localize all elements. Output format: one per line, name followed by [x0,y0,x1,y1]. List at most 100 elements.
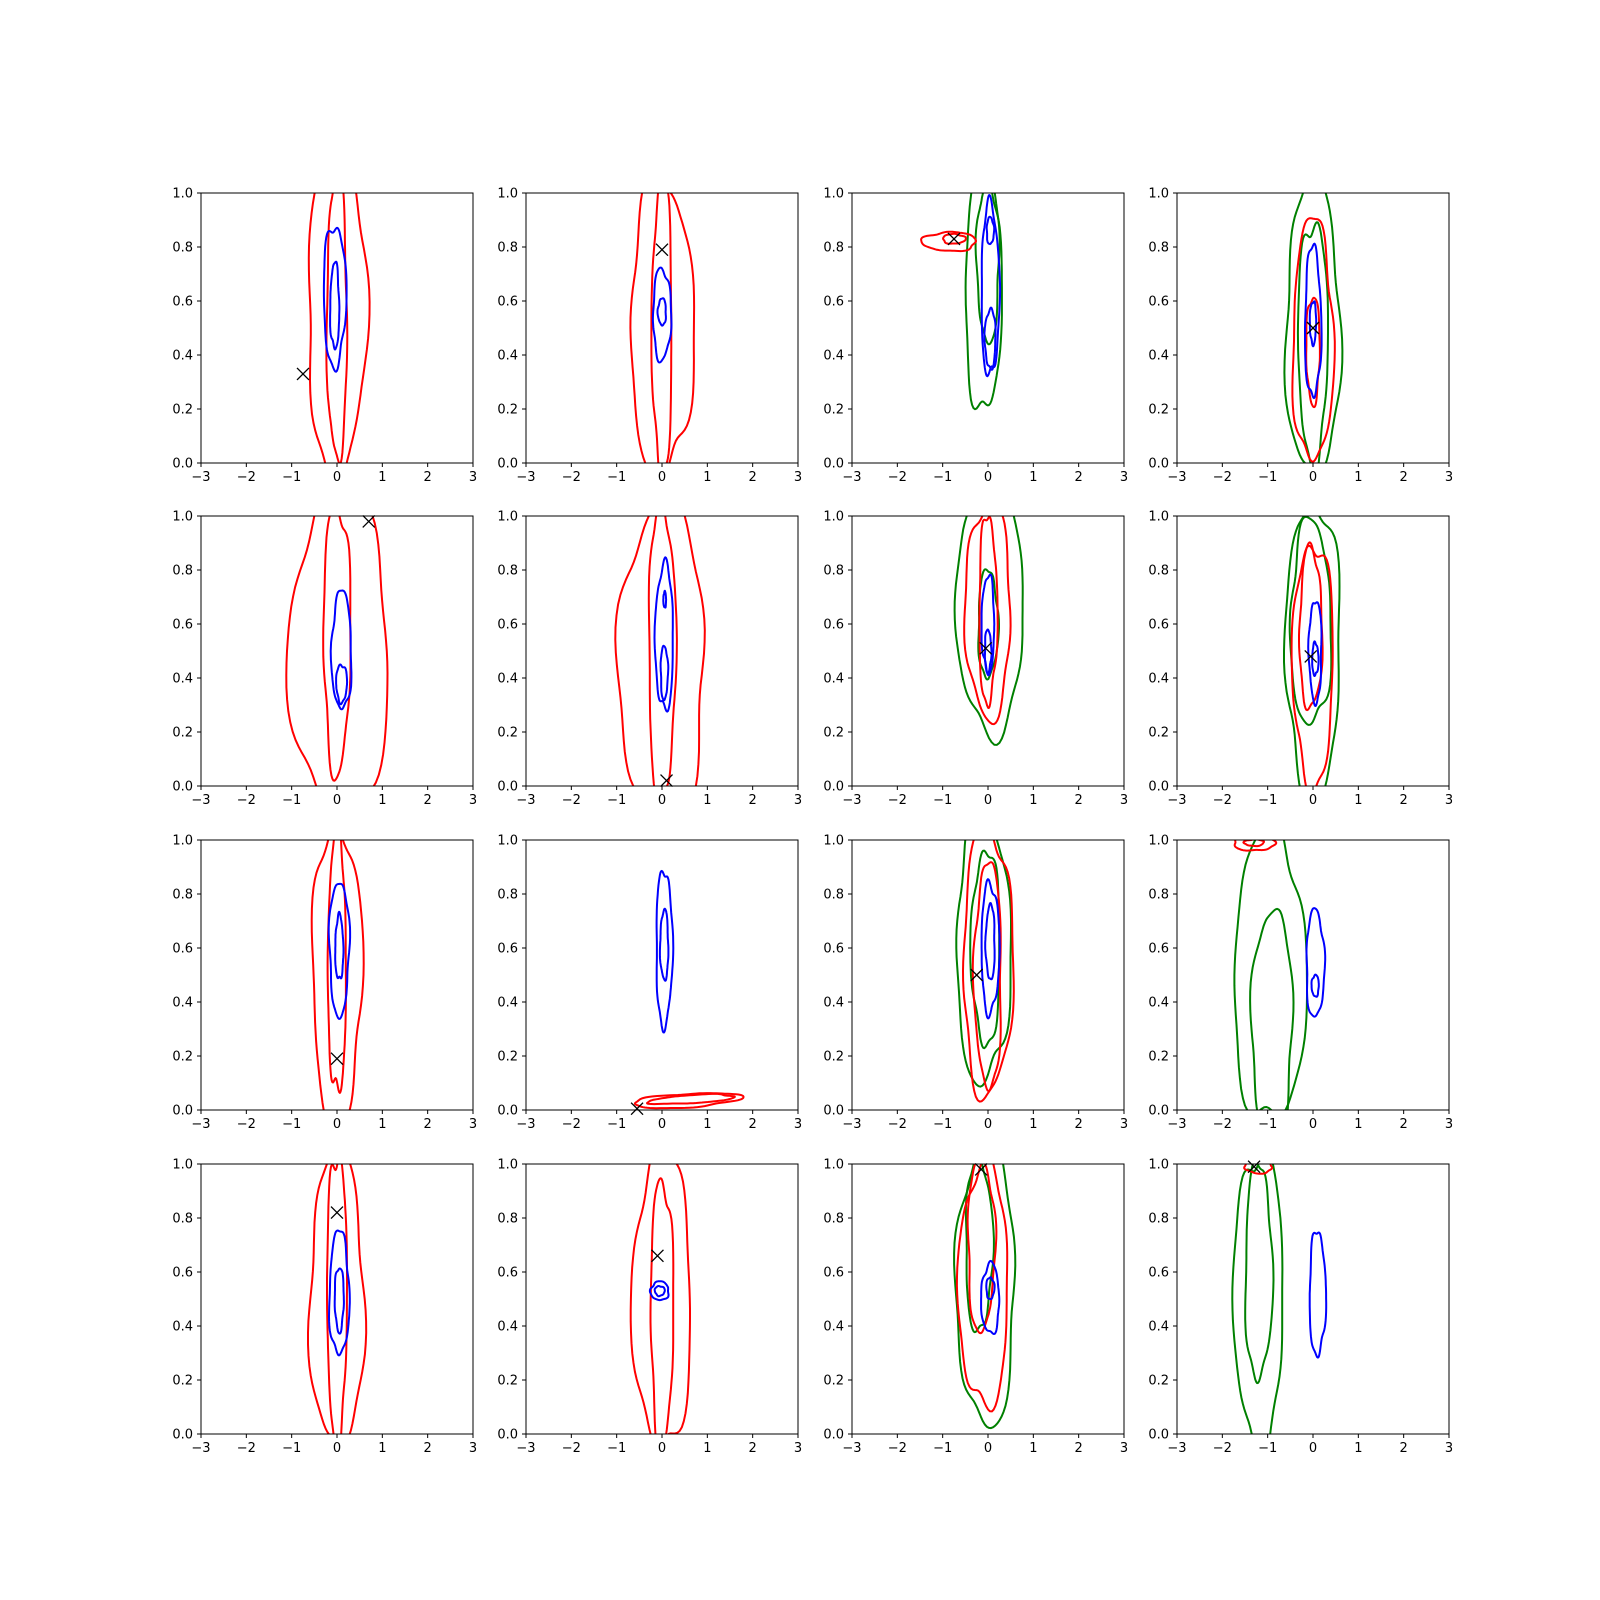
blue-contour [985,1276,996,1301]
y-tick-label: 1.0 [823,1158,844,1173]
y-tick-label: 0.2 [823,1374,844,1389]
x-tick-label: 3 [1120,1117,1128,1132]
x-marker [660,774,673,788]
blue-contour [648,1280,670,1302]
y-tick-label: 0.4 [1148,672,1169,687]
x-tick-label: 1 [1029,470,1037,485]
x-tick-label: 0 [658,470,666,485]
blue-contour [651,266,673,364]
x-tick-label: 1 [1354,1441,1362,1456]
y-tick-label: 0.6 [823,295,844,310]
green-contour [1283,193,1344,463]
y-tick-label: 0.2 [1148,1050,1169,1065]
x-tick-label: 3 [794,793,802,808]
x-tick-label: 0 [333,1117,341,1132]
subplot-3-4: −3 −2 −1 0 1 2 3 0.0 0.2 0.4 0.6 0.8 1.0 [1148,834,1453,1133]
x-tick-label: 2 [1075,1117,1083,1132]
red-contour [1290,544,1334,786]
x-marker [1304,649,1318,663]
x-tick-label: 2 [424,793,432,808]
y-tick-label: 0.0 [497,1104,518,1119]
red-contour [963,516,1012,726]
x-tick-label: 1 [1354,793,1362,808]
red-contour [942,232,967,245]
subplot-3-1: −3 −2 −1 0 1 2 3 0.0 0.2 0.4 0.6 0.8 1.0 [172,834,477,1133]
axes-frame [200,1163,474,1435]
x-tick-label: −1 [607,470,626,485]
subplot-2-3: −3 −2 −1 0 1 2 3 0.0 0.2 0.4 0.6 0.8 1.0 [823,510,1128,809]
red-contour [966,1164,998,1335]
x-tick-label: −3 [1167,470,1186,485]
y-tick-label: 0.8 [823,241,844,256]
x-tick-label: −3 [1167,1117,1186,1132]
y-tick-label: 0.2 [172,1374,193,1389]
y-tick-label: 0.8 [497,564,518,579]
plot-area [1283,516,1341,786]
x-tick-label: 2 [1400,793,1408,808]
y-tick-label: 0.2 [497,726,518,741]
y-tick-label: 0.0 [823,1428,844,1443]
x-tick-label: 0 [1309,1117,1317,1132]
blue-contour [980,194,1002,378]
blue-contour [985,215,996,246]
y-tick-label: 0.6 [497,942,518,957]
x-tick-label: −3 [191,470,210,485]
x-marker [296,367,310,381]
y-tick-label: 0.4 [1148,996,1169,1011]
plot-area [953,1164,1017,1430]
y-tick-label: 1.0 [823,187,844,202]
axes-frame [525,192,799,464]
plot-area [955,840,1015,1103]
plot-area [285,516,389,786]
y-tick-label: 0.2 [1148,726,1169,741]
x-marker [655,243,669,257]
x-marker [1247,1160,1261,1174]
red-contour [647,516,678,786]
x-tick-label: 2 [1075,470,1083,485]
y-tick-label: 0.0 [497,780,518,795]
red-contour [962,840,1015,1103]
x-tick-label: −1 [282,1117,301,1132]
x-tick-label: −1 [282,1441,301,1456]
y-tick-label: 1.0 [497,187,518,202]
plot-area [310,840,365,1110]
y-tick-label: 0.0 [1148,780,1169,795]
x-tick-label: 2 [749,1441,757,1456]
y-tick-label: 0.4 [172,672,193,687]
x-tick-label: −2 [237,1117,256,1132]
axes-frame [200,515,474,787]
y-tick-label: 0.0 [172,457,193,472]
subplot-4-1: −3 −2 −1 0 1 2 3 0.0 0.2 0.4 0.6 0.8 1.0 [172,1158,477,1457]
red-contour [1242,840,1265,848]
blue-contour [662,589,668,609]
y-tick-label: 1.0 [172,1158,193,1173]
y-tick-label: 0.6 [1148,1266,1169,1281]
green-contour [1283,516,1341,786]
x-tick-label: −1 [1258,470,1277,485]
x-tick-label: 1 [1354,470,1362,485]
blue-contour [653,556,674,713]
x-tick-label: 0 [984,1441,992,1456]
green-contour [1233,840,1308,1110]
y-tick-label: 0.6 [823,618,844,633]
subplot-2-1: −3 −2 −1 0 1 2 3 0.0 0.2 0.4 0.6 0.8 1.0 [172,510,477,809]
blue-contour [1304,242,1323,400]
x-tick-label: 3 [1445,1441,1453,1456]
x-marker [330,1206,344,1220]
y-tick-label: 0.2 [172,403,193,418]
y-tick-label: 0.6 [497,295,518,310]
y-tick-label: 0.2 [497,1050,518,1065]
red-contour [978,516,999,709]
x-tick-label: −3 [842,793,861,808]
x-tick-label: −2 [562,1117,581,1132]
plot-area [633,869,745,1110]
x-tick-label: −1 [607,793,626,808]
blue-contour [329,589,353,711]
y-tick-label: 0.8 [1148,888,1169,903]
x-tick-label: −1 [607,1117,626,1132]
red-contour [1291,217,1336,463]
x-tick-label: −2 [888,793,907,808]
x-tick-label: −1 [933,1441,952,1456]
x-tick-label: 1 [378,1441,386,1456]
x-tick-label: −1 [1258,1441,1277,1456]
